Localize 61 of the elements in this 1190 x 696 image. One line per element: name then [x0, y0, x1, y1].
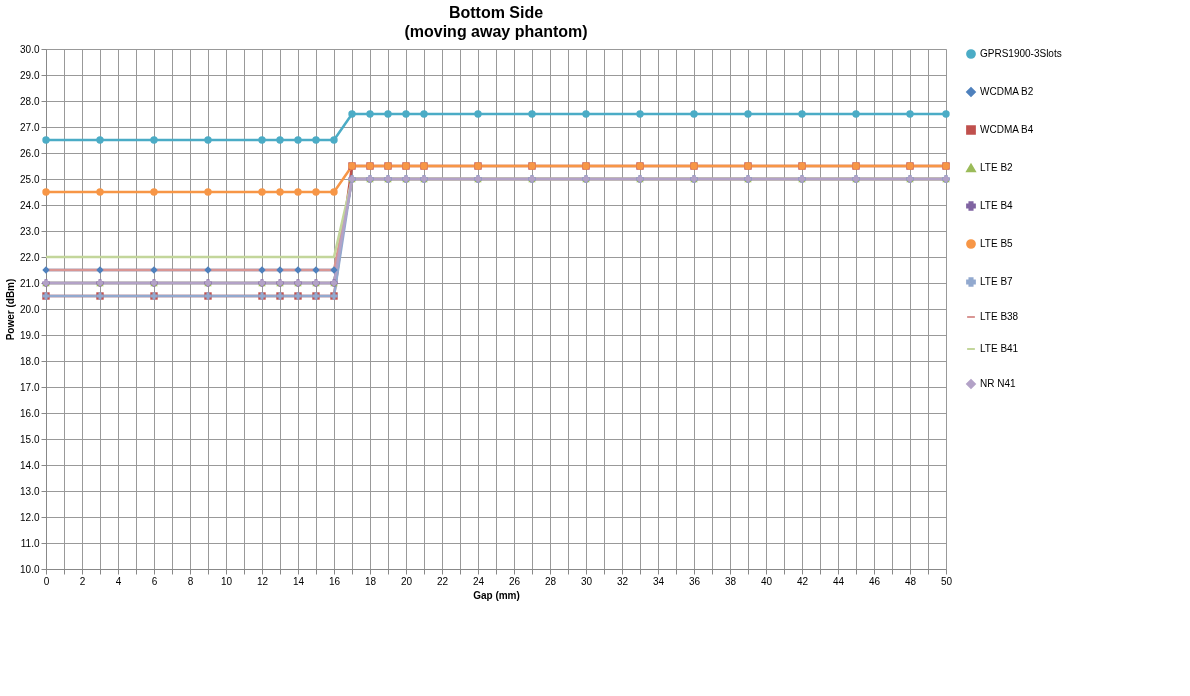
x-tick-label: 20 — [400, 575, 413, 587]
y-tick-label: 15.0 — [20, 433, 40, 445]
legend-label: LTE B7 — [980, 276, 1014, 287]
legend-label: LTE B2 — [980, 162, 1014, 173]
legend-label: LTE B5 — [980, 238, 1014, 249]
x-tick-label: 26 — [508, 575, 521, 587]
x-tick-label: 40 — [760, 575, 773, 587]
x-tick-label: 10 — [220, 575, 233, 587]
legend-label: NR N41 — [980, 378, 1016, 389]
legend-label: WCDMA B4 — [980, 124, 1034, 135]
x-tick-label: 12 — [256, 575, 269, 587]
x-tick-label: 24 — [472, 575, 485, 587]
y-tick-label: 10.0 — [20, 563, 40, 575]
x-tick-label: 6 — [151, 575, 158, 587]
x-tick-label: 50 — [940, 575, 953, 587]
x-axis-title: Gap (mm) — [473, 589, 520, 601]
y-tick-label: 21.0 — [20, 277, 40, 289]
x-tick-label: 34 — [652, 575, 665, 587]
y-tick-label: 19.0 — [20, 329, 40, 341]
y-tick-label: 28.0 — [20, 95, 40, 107]
x-tick-label: 44 — [832, 575, 845, 587]
legend-label: LTE B41 — [980, 343, 1019, 354]
x-tick-label: 36 — [688, 575, 701, 587]
y-tick-label: 25.0 — [20, 173, 40, 185]
chart-subtitle: (moving away phantom) — [404, 23, 588, 40]
y-tick-label: 27.0 — [20, 121, 40, 133]
x-tick-label: 46 — [868, 575, 881, 587]
legend-label: GPRS1900-3Slots — [980, 48, 1062, 59]
y-tick-label: 29.0 — [20, 69, 40, 81]
y-tick-label: 18.0 — [20, 355, 40, 367]
y-tick-label: 26.0 — [20, 147, 40, 159]
y-tick-label: 23.0 — [20, 225, 40, 237]
x-tick-label: 8 — [187, 575, 194, 587]
x-tick-label: 48 — [904, 575, 917, 587]
x-tick-label: 14 — [292, 575, 305, 587]
legend-label: WCDMA B2 — [980, 86, 1034, 97]
chart-title: Bottom Side — [448, 4, 544, 21]
x-tick-label: 38 — [724, 575, 737, 587]
x-tick-label: 16 — [328, 575, 341, 587]
x-tick-label: 0 — [43, 575, 50, 587]
x-tick-label: 4 — [115, 575, 122, 587]
x-tick-label: 22 — [436, 575, 449, 587]
y-tick-label: 17.0 — [20, 381, 40, 393]
x-tick-label: 2 — [79, 575, 86, 587]
x-tick-label: 30 — [580, 575, 593, 587]
y-tick-label: 14.0 — [20, 459, 40, 471]
y-tick-label: 30.0 — [20, 43, 40, 55]
y-tick-label: 24.0 — [20, 199, 40, 211]
y-tick-label: 20.0 — [20, 303, 40, 315]
y-tick-label: 22.0 — [20, 251, 40, 263]
y-axis-title: Power (dBm) — [5, 278, 17, 341]
x-tick-label: 32 — [616, 575, 629, 587]
y-tick-label: 16.0 — [20, 407, 40, 419]
x-tick-label: 28 — [544, 575, 557, 587]
y-tick-label: 12.0 — [20, 511, 40, 523]
legend-label: LTE B4 — [980, 200, 1014, 211]
legend-label: LTE B38 — [980, 311, 1019, 322]
x-tick-label: 42 — [796, 575, 809, 587]
x-tick-label: 18 — [364, 575, 377, 587]
y-tick-label: 13.0 — [20, 485, 40, 497]
y-tick-label: 11.0 — [20, 537, 40, 549]
